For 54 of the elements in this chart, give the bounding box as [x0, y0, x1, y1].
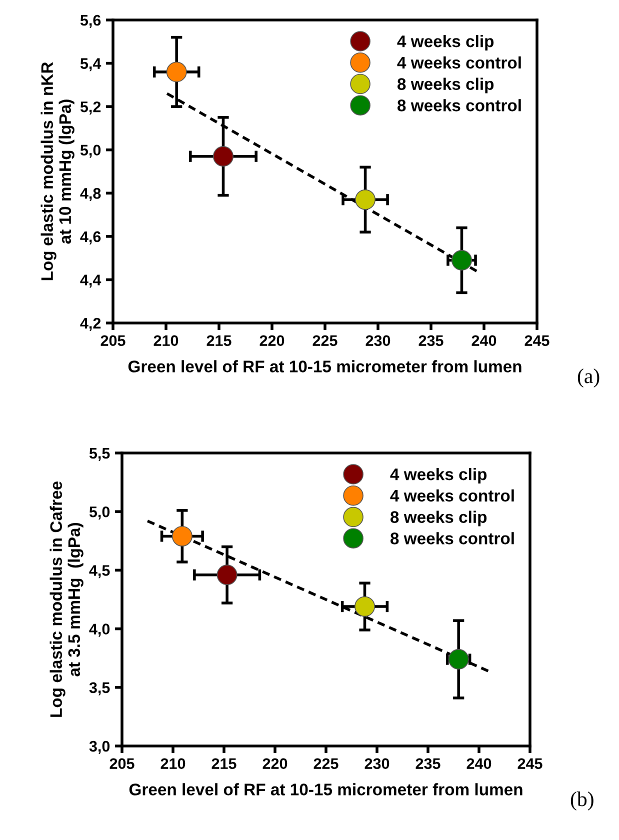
- x-tick-label: 215: [206, 335, 232, 346]
- y-tick-label: 4,8: [80, 188, 101, 202]
- x-tick-label: 230: [364, 758, 390, 770]
- x-tick-label: 230: [366, 335, 390, 346]
- point: [354, 596, 375, 617]
- point: [355, 189, 376, 210]
- x-axis-title: Green level of RF at 10-15 micrometer from lumen: [129, 783, 522, 796]
- y-tick-label: 5,0: [89, 506, 110, 520]
- legend-label: 4 weeks clip: [390, 468, 487, 484]
- x-tick-label: 235: [416, 758, 440, 770]
- y-tick-label: 3,5: [89, 682, 110, 696]
- x-tick-label: 245: [524, 335, 550, 346]
- y-tick-label: 5,0: [80, 144, 101, 158]
- point: [213, 146, 234, 167]
- x-tick-label: 215: [212, 758, 236, 770]
- x-tick-label: 245: [518, 758, 542, 770]
- legend-label: 8 weeks control: [390, 532, 514, 544]
- x-axis-title: Green level of RF at 10-15 micrometer from lumen: [128, 360, 522, 372]
- legend-label: 8 weeks control: [397, 99, 521, 112]
- x-tick-label: 225: [314, 758, 338, 770]
- x-tick-label: 220: [262, 758, 288, 770]
- y-axis-title: Log elastic modulus in Cafree at 3.5 mmHg (lgPa): [50, 482, 84, 717]
- y-tick-label: 4,6: [80, 231, 101, 244]
- legend-label: 4 weeks control: [397, 56, 521, 69]
- text: (a): [578, 368, 600, 388]
- y-tick-label: 3,0: [89, 740, 110, 754]
- x-tick-label: 235: [418, 335, 444, 346]
- legend-label: 4 weeks clip: [397, 35, 494, 51]
- x-tick-label: 205: [100, 335, 126, 346]
- point: [448, 649, 469, 670]
- legend-label: 8 weeks clip: [397, 78, 494, 94]
- y-tick-label: 5,2: [80, 101, 101, 114]
- y-tick-label: 4,5: [89, 565, 110, 578]
- point: [172, 526, 192, 546]
- x-tick-label: 225: [312, 335, 338, 346]
- x-tick-label: 240: [466, 758, 492, 770]
- x-tick-label: 240: [472, 335, 496, 346]
- y-tick-label: 4,0: [89, 624, 110, 637]
- point: [452, 250, 472, 270]
- text: (b): [570, 792, 594, 810]
- x-tick-label: 210: [160, 758, 186, 770]
- legend-label: 8 weeks clip: [390, 510, 487, 526]
- y-axis-title: Log elastic modulus in nKR at 10 mmHg (lgPa): [40, 62, 74, 280]
- y-tick-label: 5,5: [89, 448, 110, 461]
- y-tick-label: 4,2: [80, 318, 101, 331]
- y-tick-label: 5,4: [80, 58, 102, 72]
- x-tick-label: 205: [110, 758, 134, 770]
- x-tick-label: 210: [154, 335, 178, 346]
- y-tick-label: 4,4: [80, 274, 102, 288]
- point: [166, 62, 187, 82]
- legend-label: 4 weeks control: [390, 489, 514, 502]
- x-tick-label: 220: [260, 335, 284, 346]
- point: [216, 564, 238, 586]
- y-tick-label: 5,6: [80, 14, 101, 28]
